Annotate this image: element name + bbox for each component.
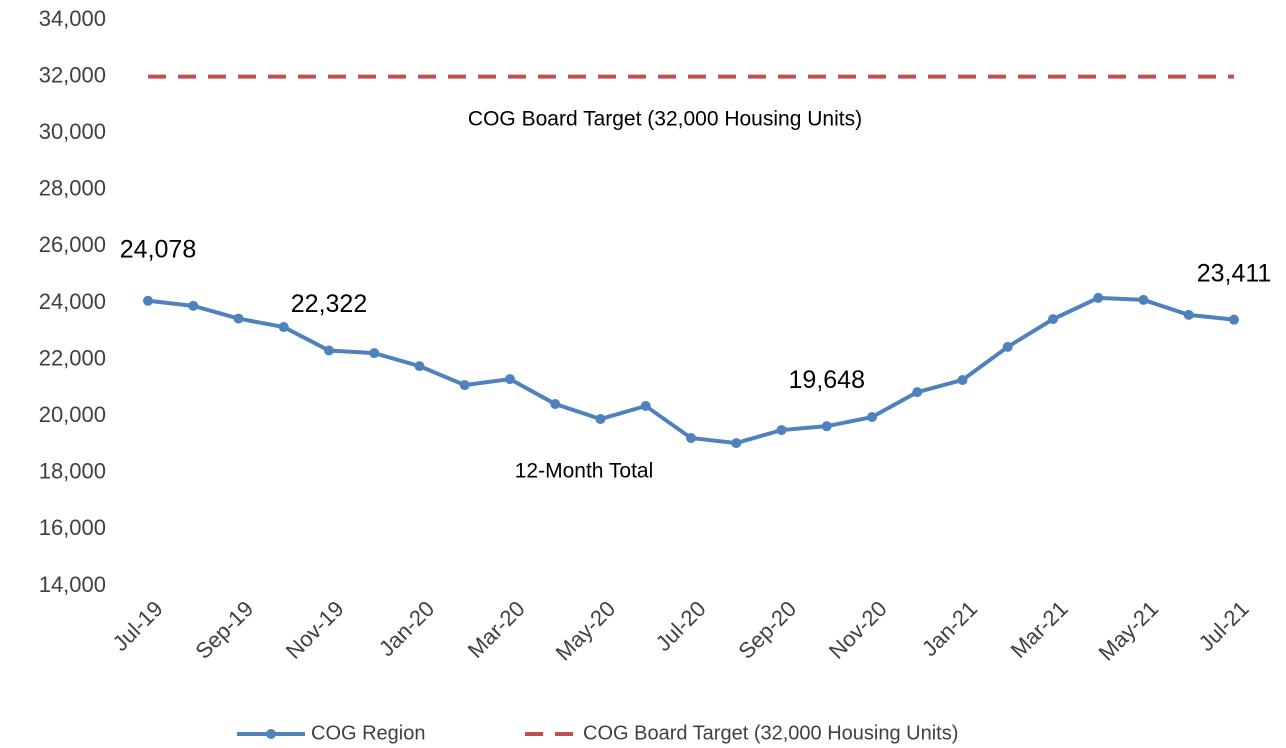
data-point [414, 361, 425, 372]
data-point [1229, 314, 1239, 325]
data-point [1048, 314, 1058, 325]
data-point [233, 313, 244, 324]
data-point [188, 300, 199, 311]
y-tick-label: 16,000 [39, 515, 106, 540]
data-point [731, 438, 742, 449]
x-tick-label: Mar-20 [463, 596, 530, 663]
data-point [640, 401, 651, 412]
y-tick-label: 34,000 [39, 6, 106, 31]
data-label: 23,411 [1197, 259, 1272, 287]
data-point [143, 295, 153, 306]
x-tick-label: Jul-21 [1194, 596, 1254, 656]
x-tick-label: Sep-19 [190, 596, 258, 664]
y-tick-label: 26,000 [39, 232, 106, 257]
data-point [1093, 292, 1104, 303]
data-point [821, 421, 832, 432]
legend-marker [266, 729, 276, 739]
data-point [278, 322, 289, 333]
x-tick-label: Mar-21 [1006, 596, 1073, 663]
y-tick-label: 22,000 [39, 345, 106, 370]
x-tick-label: May-21 [1094, 596, 1164, 666]
data-point [776, 425, 787, 436]
data-point [957, 374, 968, 385]
data-point [459, 380, 470, 391]
y-tick-label: 14,000 [39, 572, 106, 597]
data-label: 24,078 [120, 235, 196, 263]
x-tick-label: Sep-20 [733, 596, 801, 664]
data-point [505, 374, 515, 385]
data-point [1002, 341, 1013, 352]
legend-label: COG Board Target (32,000 Housing Units) [583, 722, 958, 744]
data-point [1138, 294, 1149, 305]
data-point [324, 345, 334, 356]
data-point [595, 414, 606, 425]
data-label: 22,322 [291, 290, 367, 318]
x-tick-label: Jul-19 [108, 596, 168, 656]
y-tick-label: 18,000 [39, 459, 106, 484]
y-tick-label: 28,000 [39, 176, 106, 201]
data-point [686, 432, 696, 443]
data-point [550, 399, 561, 410]
data-point [867, 412, 877, 423]
data-label: 19,648 [789, 366, 865, 394]
x-tick-label: May-20 [551, 596, 621, 666]
y-tick-label: 20,000 [39, 402, 106, 427]
data-point [1183, 309, 1194, 320]
y-tick-label: 32,000 [39, 62, 106, 87]
data-point [912, 387, 923, 398]
legend-label: COG Region [311, 722, 426, 744]
x-tick-label: Jul-20 [651, 596, 711, 656]
x-tick-label: Jan-21 [917, 596, 982, 661]
y-tick-label: 24,000 [39, 289, 106, 314]
annotation: 12-Month Total [515, 460, 654, 483]
x-tick-label: Jan-20 [374, 596, 439, 661]
x-tick-label: Nov-20 [824, 596, 892, 664]
series-line [147, 295, 1235, 446]
y-tick-label: 30,000 [39, 119, 106, 144]
data-point [369, 348, 380, 359]
annotation: COG Board Target (32,000 Housing Units) [468, 108, 862, 131]
x-tick-label: Nov-19 [281, 596, 349, 664]
